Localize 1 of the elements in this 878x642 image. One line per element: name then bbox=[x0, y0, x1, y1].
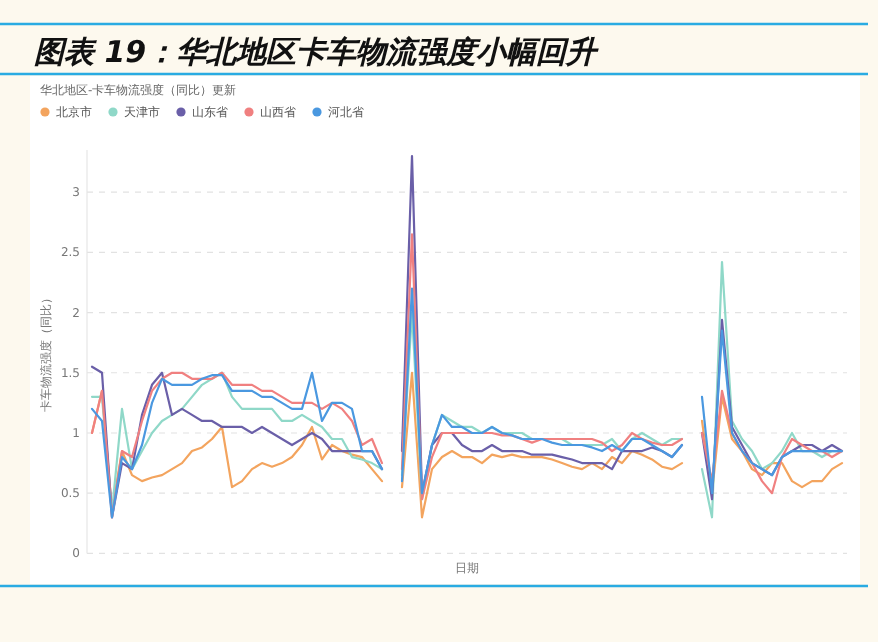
chart-title: 图表 19：华北地区卡车物流强度小幅回升 bbox=[34, 34, 601, 70]
